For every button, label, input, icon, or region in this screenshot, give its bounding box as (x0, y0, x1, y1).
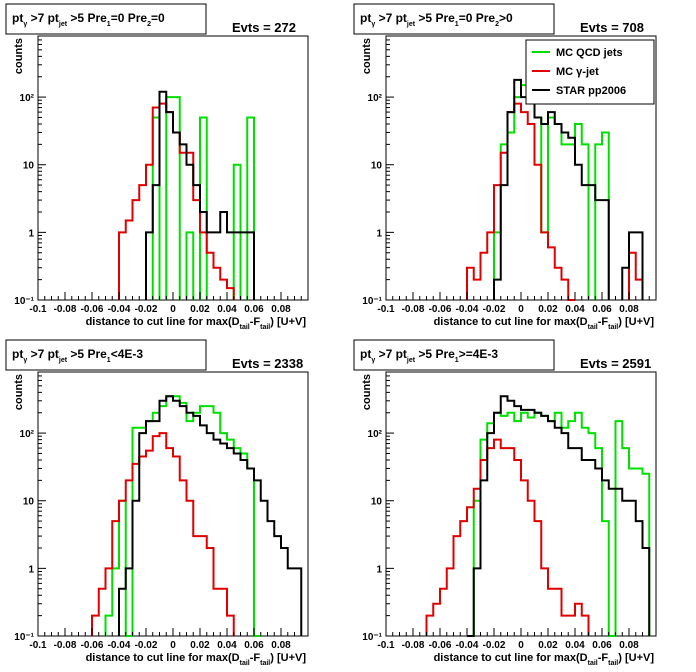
x-tick-label: -0.08 (54, 304, 77, 315)
chart-panel-1: -0.1 -0.08 -0.06 -0.04 -0.02 0 0.02 0.04 0.06 0.0… (5, 3, 309, 331)
x-tick-label: 0 (170, 304, 176, 315)
y-tick-label: 10 (23, 161, 35, 172)
x-tick-label: 0 (170, 640, 176, 651)
histogram-star-pp2006 (118, 395, 303, 636)
legend-label: MC QCD jets (556, 47, 623, 59)
x-tick-label: 0.04 (217, 304, 237, 315)
legend-label: STAR pp2006 (556, 85, 626, 97)
x-tick-label: -0.02 (135, 640, 158, 651)
x-axis-label: distance to cut line for max(Dtail-Ftail… (86, 652, 307, 667)
x-tick-label: -0.04 (456, 304, 479, 315)
x-tick-label: 0.06 (244, 640, 264, 651)
events-count: Evts = 2591 (580, 356, 651, 371)
y-tick-label: 10⁻¹ (14, 632, 34, 643)
y-axis-label: counts (13, 38, 25, 74)
y-tick-label: 1 (376, 228, 382, 239)
y-tick-label: 1 (376, 564, 382, 575)
x-tick-label: 0.08 (271, 304, 291, 315)
x-tick-label: -0.1 (377, 640, 395, 651)
x-tick-label: 0.04 (217, 640, 237, 651)
x-tick-label: -0.02 (483, 304, 506, 315)
chart-panel-3: -0.1 -0.08 -0.06 -0.04 -0.02 0 0.02 0.04 0.06 0.0… (5, 339, 309, 667)
chart-title: ptγ >7 ptjet >5 Pre1<4E-3 (12, 347, 143, 364)
y-axis-label: counts (361, 38, 373, 74)
x-tick-label: 0 (518, 304, 524, 315)
x-tick-label: 0.06 (592, 304, 612, 315)
histogram-mc-qcd-jets (151, 96, 255, 300)
chart-panel-4: -0.1 -0.08 -0.06 -0.04 -0.02 0 0.02 0.04 0.06 0.0… (353, 339, 657, 667)
x-tick-label: -0.08 (54, 640, 77, 651)
x-axis-label: distance to cut line for max(Dtail-Ftail… (434, 652, 655, 667)
y-tick-label: 10 (371, 497, 383, 508)
x-axis-label: distance to cut line for max(Dtail-Ftail… (86, 316, 307, 331)
y-tick-label: 10⁻¹ (362, 296, 382, 307)
x-tick-label: 0.02 (538, 640, 558, 651)
y-tick-label: 1 (28, 228, 34, 239)
histogram-mc-qcd-jets (104, 395, 261, 637)
chart-title: ptγ >7 ptjet >5 Pre1=0 Pre2=0 (12, 11, 165, 28)
title-box (353, 339, 555, 371)
x-tick-label: -0.04 (456, 640, 479, 651)
x-tick-label: 0.08 (619, 640, 639, 651)
x-tick-label: -0.1 (29, 640, 47, 651)
histogram-mc-jet (91, 432, 235, 636)
x-tick-label: -0.1 (377, 304, 395, 315)
x-tick-label: -0.06 (429, 304, 452, 315)
chart-title: ptγ >7 ptjet >5 Pre1=0 Pre2>0 (360, 11, 513, 28)
y-tick-label: 10 (371, 161, 383, 172)
x-tick-label: -0.08 (402, 640, 425, 651)
y-tick-label: 10² (20, 429, 35, 440)
histogram-mc-jet (425, 438, 590, 636)
x-tick-label: 0.06 (244, 304, 264, 315)
x-tick-label: 0.02 (190, 304, 210, 315)
events-count: Evts = 272 (232, 20, 296, 35)
x-tick-label: -0.1 (29, 304, 47, 315)
histogram-star-pp2006 (493, 78, 644, 300)
x-tick-label: 0.08 (271, 640, 291, 651)
x-tick-label: -0.02 (135, 304, 158, 315)
x-tick-label: 0.08 (619, 304, 639, 315)
title-box (5, 3, 207, 35)
x-tick-label: -0.04 (108, 640, 131, 651)
y-tick-label: 10⁻¹ (14, 296, 34, 307)
y-tick-label: 1 (28, 564, 34, 575)
events-count: Evts = 708 (580, 20, 644, 35)
title-box (5, 339, 207, 371)
legend-label: MC γ-jet (556, 66, 599, 78)
x-tick-label: -0.08 (402, 304, 425, 315)
title-box (353, 3, 555, 35)
y-tick-label: 10 (23, 497, 35, 508)
events-count: Evts = 2338 (232, 356, 303, 371)
y-tick-label: 10² (368, 429, 383, 440)
x-tick-label: -0.02 (483, 640, 506, 651)
x-tick-label: 0.02 (190, 640, 210, 651)
x-tick-label: 0.02 (538, 304, 558, 315)
y-axis-label: counts (13, 374, 25, 410)
x-tick-label: -0.06 (81, 304, 104, 315)
y-tick-label: 10² (368, 93, 383, 104)
chart-title: ptγ >7 ptjet >5 Pre1>=4E-3 (360, 347, 498, 364)
y-tick-label: 10⁻¹ (362, 632, 382, 643)
x-axis-label: distance to cut line for max(Dtail-Ftail… (434, 316, 655, 331)
x-tick-label: 0.04 (565, 640, 585, 651)
x-tick-label: -0.04 (108, 304, 131, 315)
y-axis-label: counts (361, 374, 373, 410)
x-tick-label: -0.06 (81, 640, 104, 651)
x-tick-label: 0.04 (565, 304, 585, 315)
x-tick-label: 0 (518, 640, 524, 651)
x-tick-label: -0.06 (429, 640, 452, 651)
x-tick-label: 0.06 (592, 640, 612, 651)
histogram-star-pp2006 (145, 90, 255, 300)
histogram-star-pp2006 (467, 395, 651, 637)
y-tick-label: 10² (20, 93, 35, 104)
chart-panel-2: -0.1 -0.08 -0.06 -0.04 -0.02 0 0.02 0.04 0.06 0.0… (353, 3, 657, 331)
